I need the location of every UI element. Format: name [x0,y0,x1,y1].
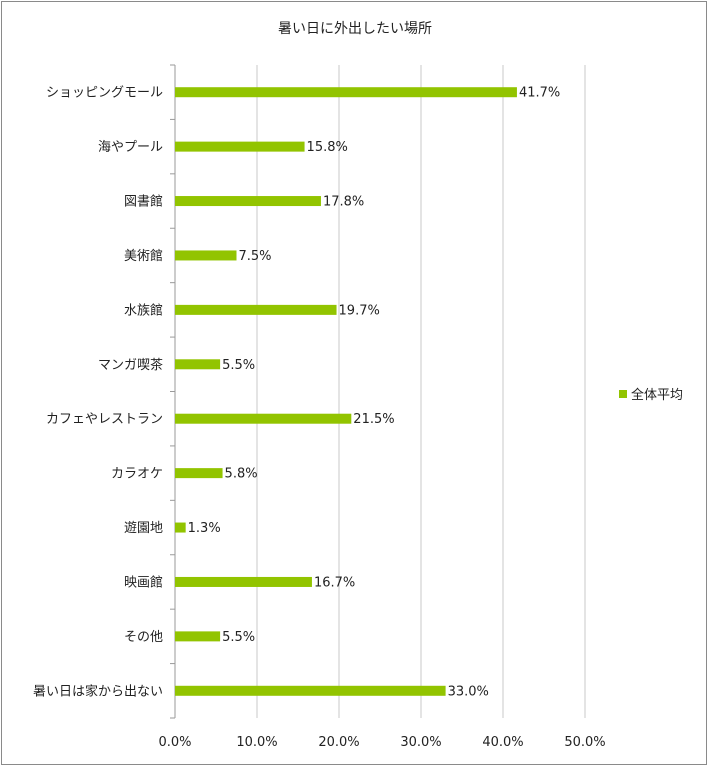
legend-swatch [619,389,627,398]
legend-label: 全体平均 [631,388,684,403]
category-label: カフェやレストラン [46,412,163,427]
category-label: ショッピングモール [46,86,163,101]
chart-title: 暑い日に外出したい場所 [278,21,432,37]
category-label: 図書館 [124,195,163,210]
data-label: 41.7% [519,86,560,101]
x-tick-label: 50.0% [564,735,605,750]
bar [175,141,305,152]
data-label: 16.7% [314,575,355,590]
data-label: 33.0% [448,684,489,699]
data-label: 7.5% [239,249,272,264]
bar [175,522,186,533]
x-tick-label: 20.0% [318,735,359,750]
category-label: 美術館 [124,249,163,264]
bar [175,304,337,315]
data-label: 1.3% [188,521,221,536]
category-label: 海やプール [98,140,163,155]
data-label: 5.8% [225,467,258,482]
bar [175,359,221,370]
category-label: 暑い日は家から出ない [33,683,163,699]
bar [175,196,321,207]
bar [175,87,517,98]
bar [175,576,312,587]
category-label: マンガ喫茶 [98,357,163,373]
data-label: 15.8% [307,140,348,155]
x-tick-label: 30.0% [400,735,441,750]
bar [175,631,221,642]
data-label: 17.8% [323,195,364,210]
category-label: カラオケ [111,467,163,482]
data-label: 5.5% [222,630,255,645]
x-tick-label: 10.0% [236,735,277,750]
bar [175,250,237,261]
data-label: 19.7% [339,303,380,318]
category-label: 水族館 [124,302,163,318]
category-label: 映画館 [124,575,163,590]
legend: 全体平均 [619,384,683,403]
bar [175,468,223,479]
x-tick-label: 0.0% [158,735,191,750]
data-label: 5.5% [222,358,255,373]
category-label: 遊園地 [124,521,163,536]
data-label: 21.5% [353,412,394,427]
category-label: その他 [124,630,163,645]
bar [175,685,446,696]
x-tick-label: 40.0% [482,735,523,750]
bar [175,413,352,424]
